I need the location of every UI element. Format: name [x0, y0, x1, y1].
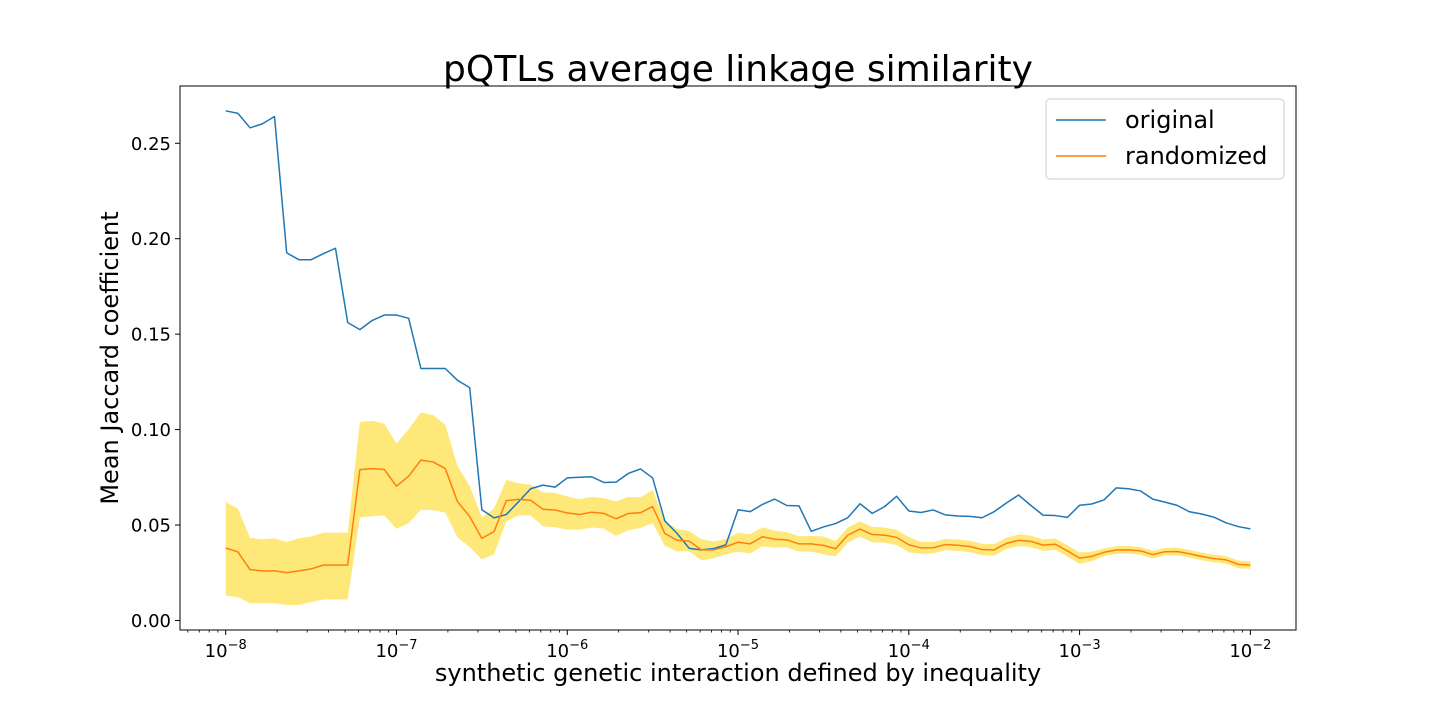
legend: original randomized [1045, 98, 1285, 180]
y-tick-label: 0.15 [131, 325, 171, 346]
y-tick-label: 0.05 [131, 516, 171, 537]
x-axis: 10−8 10−7 10−6 10−5 10−4 10−3 10−2 [187, 630, 1271, 662]
chart-title: pQTLs average linkage similarity [443, 49, 1033, 90]
y-axis: 0.00 0.05 0.10 0.15 0.20 0.25 [131, 134, 180, 632]
series-line-randomized [225, 459, 1251, 574]
plot-area [225, 110, 1251, 606]
x-tick-label: 10−3 [1059, 638, 1101, 662]
randomized-band [225, 412, 1251, 606]
legend-box [1045, 98, 1285, 180]
x-axis-label: synthetic genetic interaction defined by… [435, 659, 1041, 687]
y-tick-label: 0.25 [131, 134, 171, 155]
x-tick-label: 10−5 [717, 638, 759, 662]
x-tick-label: 10−4 [888, 638, 930, 662]
x-tick-label: 10−8 [205, 638, 247, 662]
x-tick-label: 10−2 [1229, 638, 1271, 662]
y-tick-label: 0.10 [131, 420, 171, 441]
series-line-original [225, 110, 1251, 551]
y-tick-label: 0.20 [131, 229, 171, 250]
y-axis-label: Mean Jaccard coefficient [96, 211, 124, 504]
x-tick-label: 10−7 [375, 638, 417, 662]
y-tick-label: 0.00 [131, 611, 171, 632]
legend-label-original: original [1125, 106, 1215, 134]
legend-label-randomized: randomized [1125, 142, 1267, 170]
x-tick-label: 10−6 [546, 638, 588, 662]
